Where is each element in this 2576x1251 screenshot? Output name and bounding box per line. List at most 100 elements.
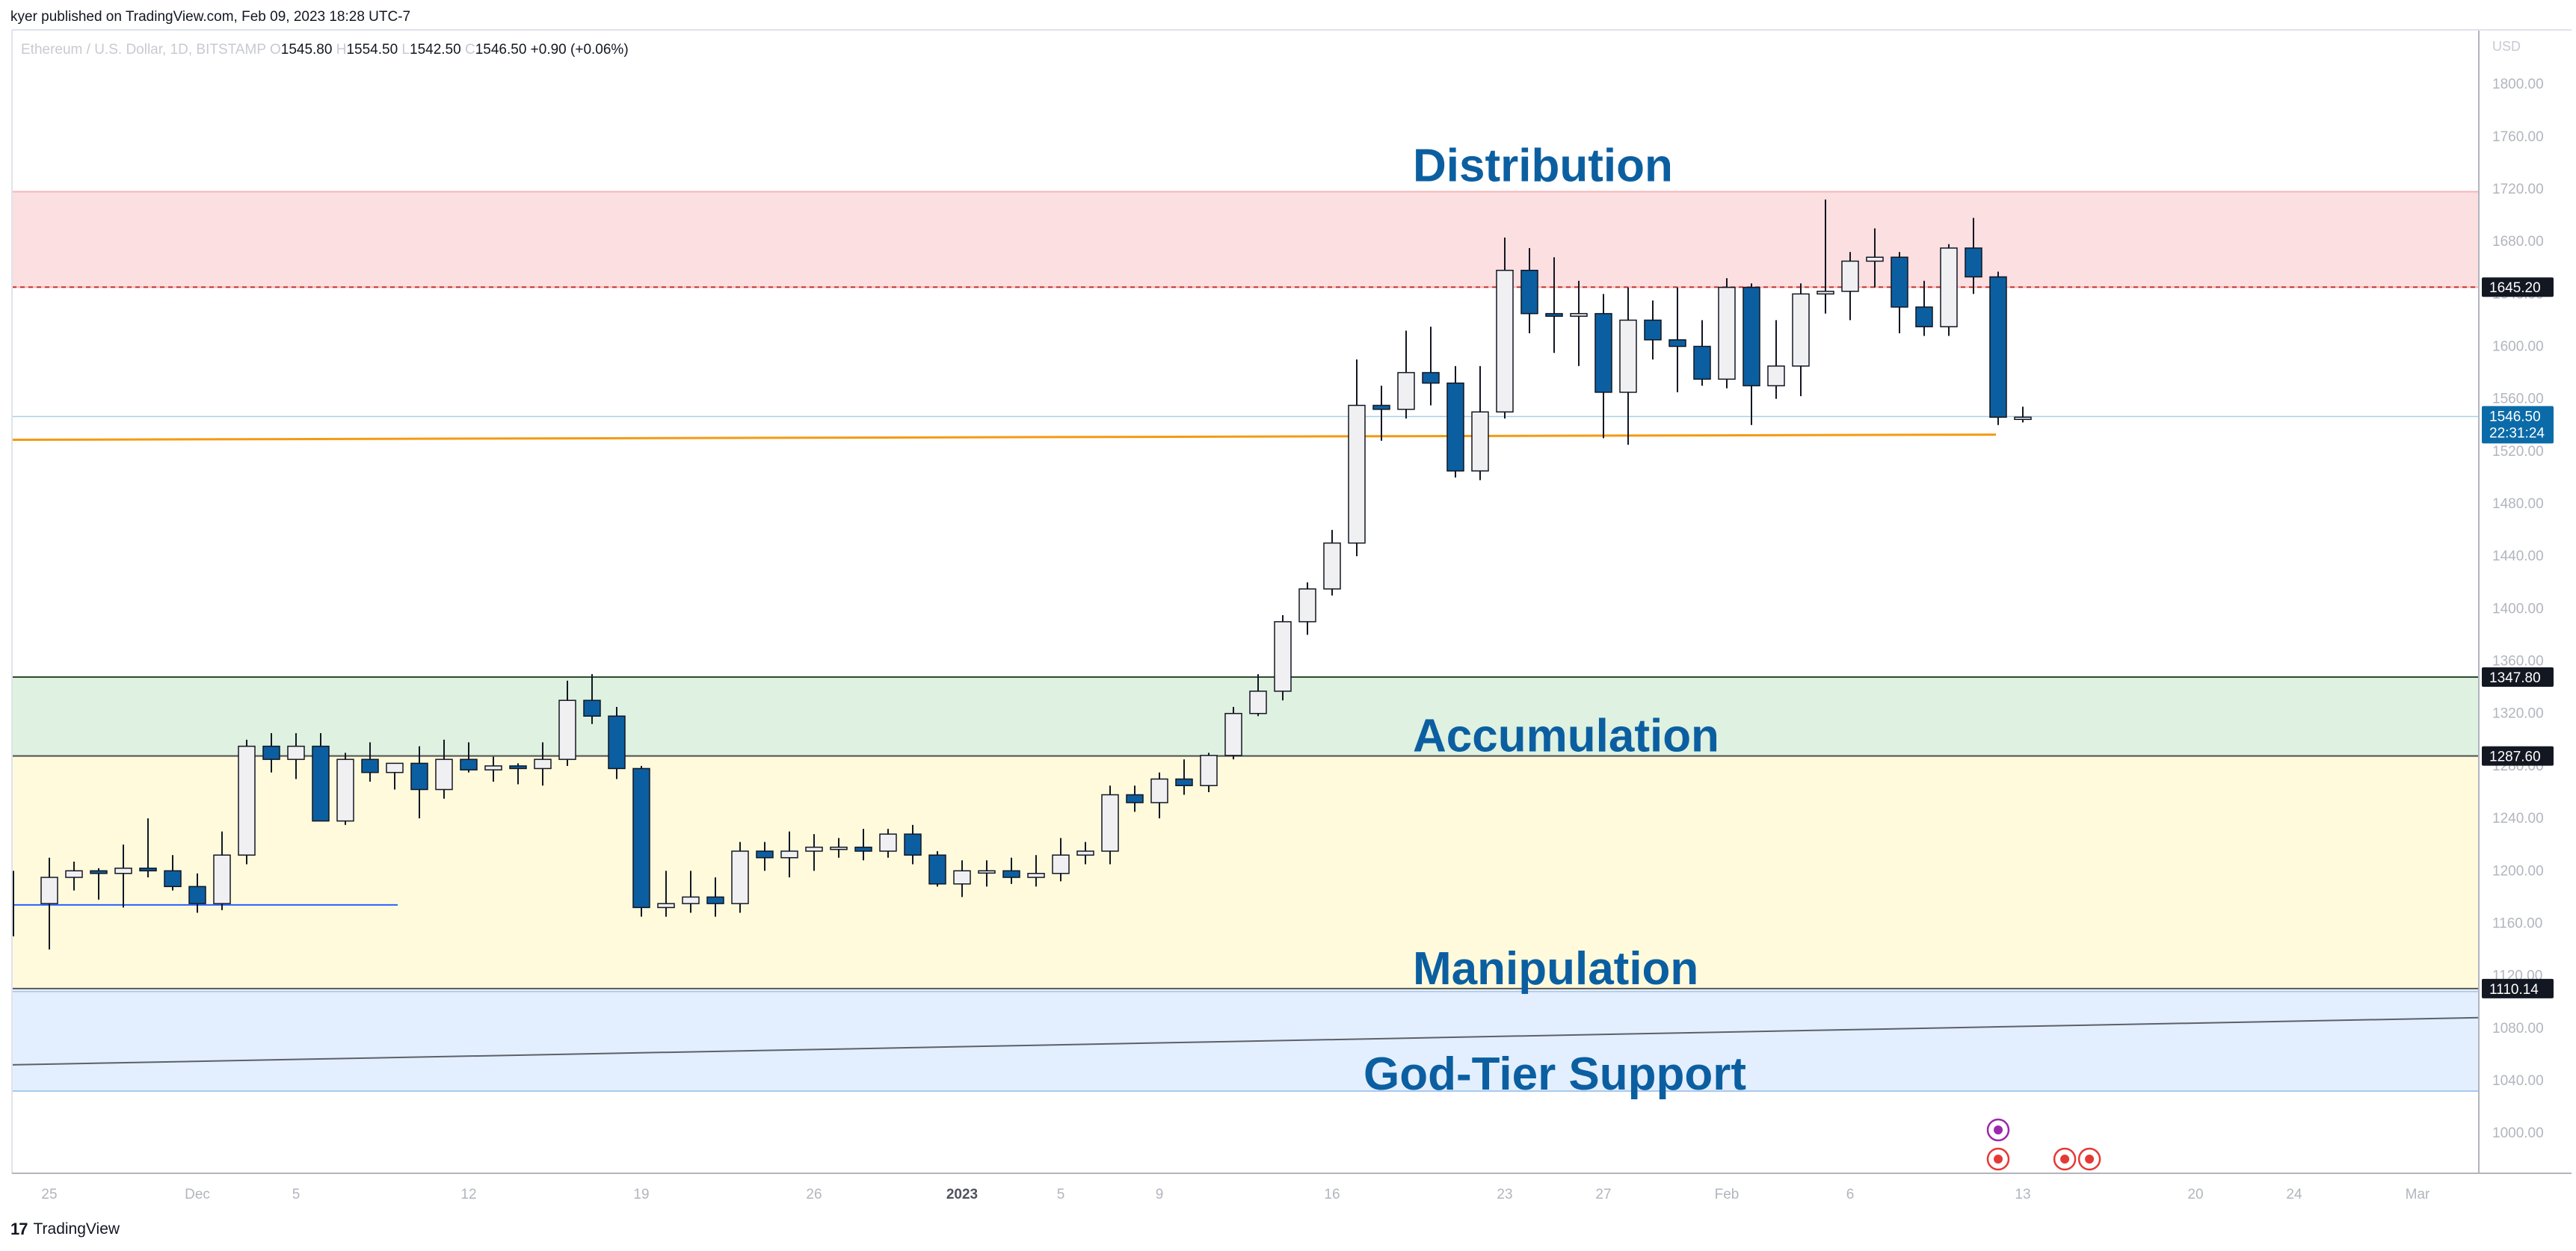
candle-down[interactable]	[1891, 256, 1908, 308]
price-tag-label: 1287.60	[2489, 750, 2541, 765]
candle-down[interactable]	[1668, 339, 1686, 348]
candle-up[interactable]	[1052, 854, 1070, 874]
candle-up[interactable]	[1940, 247, 1958, 327]
candle-down[interactable]	[262, 745, 280, 760]
candle-up[interactable]	[1224, 712, 1242, 756]
candle-up[interactable]	[558, 699, 576, 760]
candle-up[interactable]	[65, 870, 83, 878]
y-tick-label: 1360.00	[2492, 654, 2544, 670]
candle-down[interactable]	[1002, 870, 1020, 878]
candle-down[interactable]	[1372, 404, 1390, 410]
candle-up[interactable]	[1471, 411, 1489, 472]
candle-up[interactable]	[1866, 256, 1884, 262]
countdown-label: 22:31:24	[2489, 425, 2545, 441]
candle-up[interactable]	[435, 759, 453, 791]
candle-up[interactable]	[534, 759, 552, 770]
footer[interactable]: 17 TradingView	[10, 1220, 120, 1239]
candle-up[interactable]	[780, 850, 798, 859]
candle-down[interactable]	[1965, 247, 1982, 278]
candle-up[interactable]	[1298, 588, 1316, 623]
candle-up[interactable]	[978, 870, 996, 874]
candle-down[interactable]	[928, 854, 946, 885]
candle-down[interactable]	[1175, 778, 1193, 786]
candle-down[interactable]	[1422, 371, 1440, 384]
candle-up[interactable]	[1076, 850, 1094, 856]
candle-up[interactable]	[238, 745, 256, 856]
candle-up[interactable]	[1323, 542, 1341, 590]
candle-up[interactable]	[1496, 270, 1514, 413]
currency-label: USD	[2492, 39, 2521, 54]
x-tick-label: 24	[2286, 1187, 2302, 1202]
candle-down[interactable]	[312, 745, 330, 822]
candle-up[interactable]	[484, 765, 502, 770]
candle-down[interactable]	[854, 846, 872, 852]
candle-down[interactable]	[583, 699, 601, 717]
candle-down[interactable]	[706, 896, 724, 904]
candle-down[interactable]	[164, 870, 182, 888]
candle-up[interactable]	[1101, 794, 1119, 852]
candle-up[interactable]	[1570, 312, 1588, 317]
x-tick-label: 19	[633, 1187, 649, 1202]
candle-down[interactable]	[90, 870, 108, 874]
candle-up[interactable]	[1397, 371, 1415, 410]
published-text: kyer published on TradingView.com, Feb 0…	[10, 9, 411, 25]
candle-up[interactable]	[1249, 691, 1267, 714]
price-tag-bg	[2482, 978, 2554, 998]
x-tick-label: 23	[1497, 1187, 1512, 1202]
candle-down[interactable]	[1126, 794, 1144, 803]
candle-down[interactable]	[509, 765, 527, 770]
symbol-name: Ethereum / U.S. Dollar, 1D, BITSTAMP	[21, 42, 266, 58]
candle-up[interactable]	[336, 759, 354, 822]
candle-up[interactable]	[1150, 778, 1168, 803]
candle-up[interactable]	[2014, 416, 2032, 420]
symbol-legend[interactable]: Ethereum / U.S. Dollar, 1D, BITSTAMP O15…	[21, 42, 629, 58]
price-tag-bg	[2482, 667, 2554, 687]
candle-down[interactable]	[361, 759, 379, 773]
candle-down[interactable]	[188, 886, 206, 904]
trendline	[11, 1016, 2480, 1066]
candle-down[interactable]	[1446, 382, 1464, 472]
candle-down[interactable]	[1594, 312, 1612, 393]
candle-down[interactable]	[410, 762, 428, 791]
candle-down[interactable]	[1989, 276, 2007, 418]
candle-up[interactable]	[953, 870, 971, 885]
candle-down[interactable]	[139, 868, 157, 872]
lines-layer	[11, 286, 2480, 1066]
candle-down[interactable]	[608, 715, 626, 770]
candle-up[interactable]	[1767, 365, 1785, 386]
candle-up[interactable]	[830, 846, 848, 850]
candle-down[interactable]	[1743, 286, 1760, 386]
candle-down[interactable]	[904, 833, 922, 856]
candle-up[interactable]	[1200, 755, 1218, 786]
candle-down[interactable]	[1520, 270, 1538, 315]
candle-up[interactable]	[879, 833, 897, 852]
candle-down[interactable]	[632, 767, 650, 909]
candle-up[interactable]	[682, 896, 700, 904]
candle-up[interactable]	[731, 850, 749, 904]
candle-down[interactable]	[1545, 312, 1563, 317]
candle-up[interactable]	[1274, 621, 1292, 692]
candle-down[interactable]	[1915, 306, 1933, 327]
events-layer[interactable]	[1986, 1118, 2101, 1171]
candle-down[interactable]	[756, 850, 774, 859]
candle-up[interactable]	[1348, 404, 1366, 544]
candle-up[interactable]	[1718, 286, 1736, 380]
candle-up[interactable]	[1817, 291, 1834, 295]
candle-up[interactable]	[40, 877, 58, 904]
candles-layer[interactable]	[40, 200, 2032, 950]
candle-up[interactable]	[287, 745, 305, 760]
candle-down[interactable]	[1644, 319, 1662, 341]
candle-up[interactable]	[657, 903, 675, 909]
candle-up[interactable]	[1841, 260, 1859, 292]
candle-up[interactable]	[805, 846, 823, 852]
candle-up[interactable]	[213, 854, 231, 904]
candle-up[interactable]	[1619, 319, 1637, 393]
candle-up[interactable]	[114, 868, 132, 874]
candle-up[interactable]	[386, 762, 404, 773]
candle-up[interactable]	[1792, 293, 1810, 367]
open-value: 1545.80	[280, 42, 333, 58]
candle-down[interactable]	[1693, 345, 1711, 380]
candle-down[interactable]	[460, 759, 478, 770]
candle-up[interactable]	[1027, 873, 1045, 878]
